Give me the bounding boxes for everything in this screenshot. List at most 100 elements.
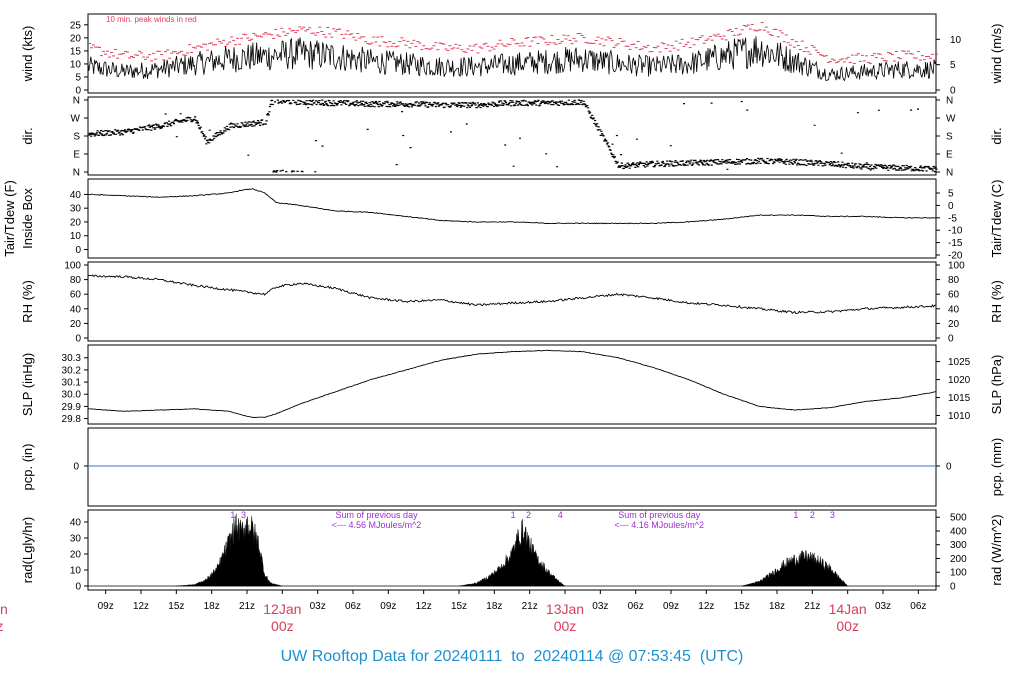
y-tick-label: 0: [75, 86, 81, 97]
footer-timezone: (UTC): [699, 648, 744, 665]
y-tick-label-right: 0: [948, 334, 954, 345]
y-tick-label-right: 5: [950, 60, 956, 71]
y-tick-label: 30: [70, 534, 82, 545]
axis-label-left: SLP (inHg): [20, 353, 35, 416]
y-tick-label-right: E: [946, 150, 953, 161]
y-tick-label: 30: [70, 204, 82, 215]
y-tick-label-right: 1015: [948, 393, 971, 404]
humidity-series-line: [87, 274, 937, 314]
y-tick-label-right: -15: [948, 238, 963, 249]
panel-frame: [87, 344, 937, 425]
footer-start-date: 20240111: [433, 648, 503, 665]
x-tick-label: 06z: [910, 601, 926, 612]
y-tick-label: 40: [70, 190, 82, 201]
y-tick-label: 10: [70, 59, 82, 70]
y-tick-label-right: 100: [948, 261, 965, 272]
x-tick-label: 18z: [769, 601, 785, 612]
day-label-time: 00z: [836, 618, 859, 634]
chart-footer-title: UW Rooftop Data for 20240111 to 20240114…: [0, 648, 1024, 666]
y-tick-label: 30.3: [62, 353, 82, 364]
axis-label-left: wind (kts): [20, 26, 35, 83]
y-tick-label: 40: [70, 518, 82, 529]
y-tick-label-right: -20: [948, 251, 963, 262]
y-tick-label-right: 10: [950, 35, 962, 46]
y-tick-label: 30.0: [62, 390, 82, 401]
y-tick-label: 10: [70, 566, 82, 577]
x-tick-label: 15z: [734, 601, 750, 612]
day-label-date-clipped: an: [0, 601, 8, 617]
panel-frame: [87, 427, 937, 507]
y-tick-label-right: 1010: [948, 411, 971, 422]
x-tick-label: 06z: [628, 601, 644, 612]
y-tick-label: 15: [70, 46, 82, 57]
y-tick-label-right: 40: [948, 304, 960, 315]
y-tick-label: E: [73, 150, 80, 161]
panel-frame: [87, 13, 937, 94]
x-tick-label: 09z: [98, 601, 114, 612]
x-tick-label: 03z: [875, 601, 891, 612]
y-tick-label-right: 0: [946, 462, 952, 473]
x-tick-label: 12z: [698, 601, 714, 612]
y-tick-label: 40: [70, 304, 82, 315]
x-tick-label: 12z: [133, 601, 149, 612]
radiation-day-1: [176, 513, 283, 587]
y-tick-label-right: N: [946, 168, 953, 179]
axis-label-left: dir.: [20, 127, 35, 144]
y-tick-label: 10: [70, 231, 82, 242]
day-label-date: 13Jan: [546, 601, 584, 617]
y-tick-label-right: 5: [948, 189, 954, 200]
sun-marker: 2: [526, 510, 531, 520]
y-tick-label-right: 20: [948, 319, 960, 330]
axis-label-left: RH (%): [20, 280, 35, 323]
y-tick-label-right: 200: [950, 554, 967, 565]
x-tick-label: 03z: [310, 601, 326, 612]
y-tick-label: 20: [70, 33, 82, 44]
y-tick-label: 0: [73, 462, 79, 473]
y-tick-label: 80: [70, 275, 82, 286]
y-tick-label-right: -10: [948, 226, 963, 237]
x-tick-label: 21z: [804, 601, 820, 612]
y-tick-label: 20: [70, 217, 82, 228]
x-tick-label: 18z: [486, 601, 502, 612]
sun-marker: 1: [230, 510, 235, 520]
y-tick-label-right: 100: [950, 568, 967, 579]
y-tick-label: N: [73, 96, 80, 107]
panel-frame: [87, 509, 937, 591]
y-tick-label: 20: [70, 550, 82, 561]
y-tick-label: 0: [75, 334, 81, 345]
axis-label-right: wind (m/s): [989, 24, 1004, 85]
y-tick-label: 0: [75, 582, 81, 593]
y-tick-label: 30.1: [62, 378, 82, 389]
radiation-note: <--- 4.16 MJoules/m^2: [614, 520, 704, 530]
sun-marker: 4: [558, 510, 563, 520]
x-tick-label: 18z: [204, 601, 220, 612]
radiation-note: Sum of previous day: [336, 510, 419, 520]
x-tick-label: 12z: [416, 601, 432, 612]
y-tick-label-right: 60: [948, 290, 960, 301]
direction-points: [88, 99, 938, 173]
wind-series-line: [87, 36, 937, 82]
axis-label-right: Tair/Tdew (C): [989, 179, 1004, 257]
day-label-time-clipped: z: [0, 618, 4, 634]
y-tick-label-right: 80: [948, 275, 960, 286]
sun-marker: 1: [793, 510, 798, 520]
y-tick-label-right: 0: [948, 201, 954, 212]
sun-marker: 3: [830, 510, 835, 520]
radiation-note: <--- 4.56 MJoules/m^2: [332, 520, 422, 530]
sun-marker: 1: [511, 510, 516, 520]
y-tick-label-right: W: [946, 114, 956, 125]
y-tick-label: W: [71, 114, 81, 125]
x-tick-label: 09z: [663, 601, 679, 612]
sun-marker: 2: [810, 510, 815, 520]
radiation-day-2: [458, 519, 566, 587]
axis-label-right: RH (%): [989, 280, 1004, 323]
y-tick-label-right: 400: [950, 526, 967, 537]
x-tick-label: 15z: [168, 601, 184, 612]
y-tick-label: 0: [75, 245, 81, 256]
y-tick-label: 30.2: [62, 365, 82, 376]
day-label-date: 12Jan: [263, 601, 301, 617]
axis-label-left: Inside Box: [20, 188, 35, 249]
y-tick-label: 20: [70, 319, 82, 330]
x-tick-label: 06z: [345, 601, 361, 612]
y-tick-label: 60: [70, 290, 82, 301]
